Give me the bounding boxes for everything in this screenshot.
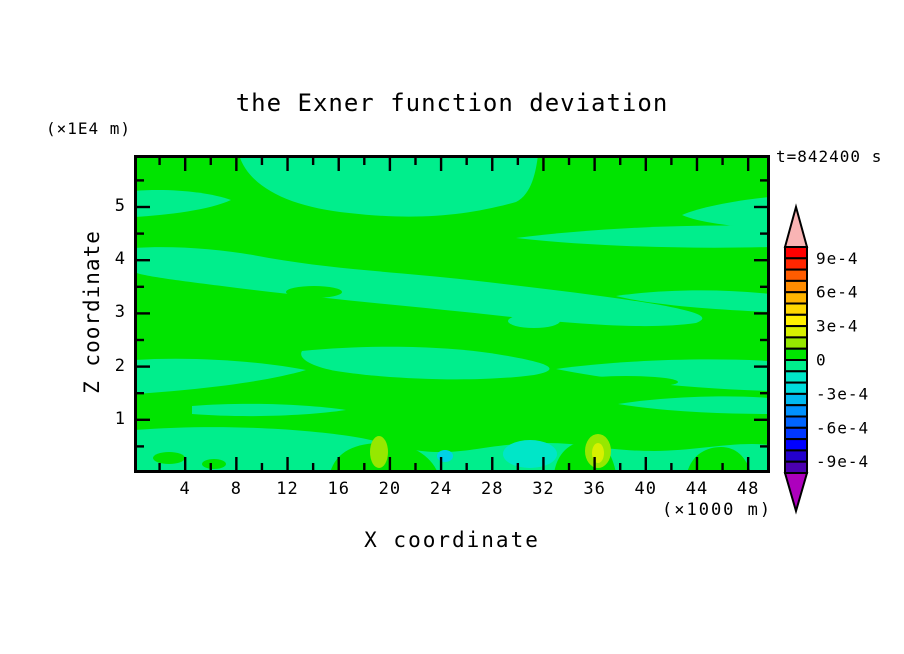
colorbar-segment [784, 438, 808, 452]
contour-field [134, 155, 770, 473]
colorbar-label: 9e-4 [816, 249, 859, 268]
x-tick-label: 28 [481, 479, 504, 499]
colorbar-segment [784, 302, 808, 316]
colorbar-segment [784, 246, 808, 260]
x-tick-label: 16 [327, 479, 350, 499]
x-tick-label: 12 [276, 479, 299, 499]
x-axis-label: X coordinate [364, 528, 540, 552]
y-tick-label: 3 [114, 302, 126, 323]
contour-dome [153, 452, 185, 464]
colorbar-segment [784, 381, 808, 395]
contour-band [134, 247, 703, 327]
colorbar-segment [784, 392, 808, 407]
y-axis-unit-label: (×1E4 m) [46, 119, 132, 138]
x-tick-label: 32 [532, 479, 555, 499]
colorbar-segment [784, 347, 808, 361]
time-annotation: t=842400 s [776, 147, 883, 166]
colorbar-label: 0 [816, 351, 827, 370]
colorbar-segment [784, 257, 808, 271]
contour-band [516, 225, 770, 248]
x-tick-label: 44 [685, 479, 709, 499]
contour-hole [574, 376, 678, 388]
x-axis-unit-label: (×1000 m) [662, 500, 773, 520]
contour-dome [202, 459, 226, 469]
x-tick-label: 36 [583, 479, 606, 499]
contour-dome [687, 447, 751, 473]
x-tick-label: 8 [230, 479, 242, 499]
x-tick-label: 4 [179, 479, 191, 499]
x-tick-label: 24 [429, 479, 453, 499]
y-tick-label: 4 [114, 249, 126, 270]
colorbar-segment [784, 291, 808, 305]
x-tick-label: 40 [634, 479, 658, 499]
colorbar-label: -3e-4 [816, 384, 869, 403]
colorbar-segment [784, 415, 808, 429]
colorbar-under-arrow [783, 472, 809, 515]
contour-band [301, 346, 550, 380]
x-tick-label: 48 [736, 479, 760, 499]
colorbar-label: 3e-4 [816, 317, 859, 336]
colorbar-label: -6e-4 [816, 418, 869, 437]
negative-anomaly-spot [437, 450, 453, 462]
contour-band [192, 403, 346, 417]
contour-band [616, 290, 770, 312]
x-tick-label: 20 [378, 479, 402, 499]
axis-ticks [137, 158, 767, 470]
contour-band [556, 359, 770, 391]
chart-title: the Exner function deviation [235, 89, 669, 117]
contour-band [508, 314, 560, 328]
contour-hole [286, 286, 342, 298]
colorbar-segment [784, 449, 808, 463]
colorbar-segment [784, 336, 808, 350]
colorbar-segment [784, 268, 808, 282]
colorbar-segment [784, 359, 808, 373]
contour-band [682, 197, 770, 229]
colorbar-over-arrow [783, 203, 809, 248]
colorbar-segment [784, 313, 808, 328]
colorbar-segment [784, 325, 808, 339]
contour-band [618, 396, 770, 414]
colorbar-segment [784, 279, 808, 294]
colorbar-segment [784, 370, 808, 384]
y-tick-label: 1 [114, 408, 126, 429]
contour-band [134, 358, 306, 394]
negative-anomaly-pool [503, 440, 557, 468]
contour-band [239, 155, 538, 217]
colorbar-segment [784, 426, 808, 441]
colorbar: 9e-4 6e-4 3e-4 0 -3e-4 -6e-4 -9e-4 [783, 203, 869, 515]
positive-anomaly-spot [370, 436, 388, 468]
colorbar-label: -9e-4 [816, 452, 869, 471]
y-tick-label: 5 [114, 196, 126, 216]
colorbar-segment [784, 404, 808, 418]
plot-border [134, 155, 770, 473]
contour-plot [134, 155, 770, 473]
contour-band [134, 190, 231, 217]
colorbar-label: 6e-4 [816, 283, 859, 302]
colorbar-segment [784, 460, 808, 475]
y-tick-label: 2 [114, 355, 126, 376]
